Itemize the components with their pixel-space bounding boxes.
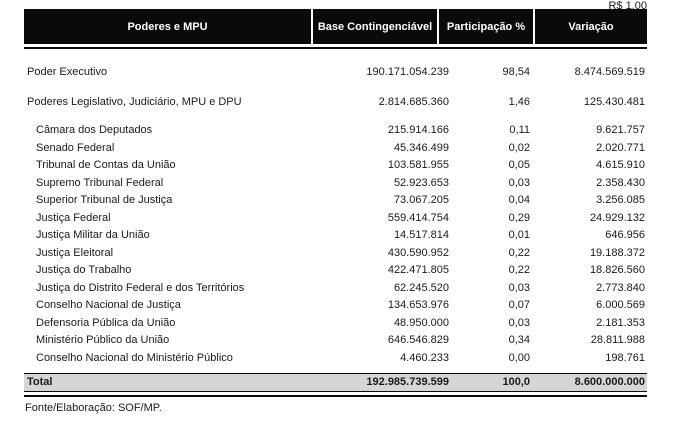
participation-value: 0,04 [508, 194, 530, 206]
participation-value: 0,03 [508, 176, 530, 189]
contingency-table: Poderes e MPU Base Contingenciável Parti… [24, 9, 647, 397]
row-label: Senado Federal [36, 141, 115, 154]
variation-value: 125.430.481 [583, 96, 645, 108]
row-label: Poder Executivo [27, 66, 108, 78]
participation-value: 0,11 [509, 124, 530, 136]
base-value: 215.914.166 [387, 124, 449, 136]
table-row: Supremo Tribunal Federal 52.923.653 0,03… [24, 175, 647, 193]
participation-value: 0,03 [508, 316, 530, 329]
source-note: Fonte/Elaboração: SOF/MP. [25, 402, 162, 414]
variation-value: 8.474.569.519 [574, 66, 645, 78]
variation-value: 198.761 [605, 351, 645, 364]
participation-value: 0,22 [508, 264, 530, 276]
row-label: Justiça do Distrito Federal e dos Territ… [36, 281, 245, 294]
table-row: Justiça Eleitoral 430.590.952 0,22 19.18… [24, 245, 647, 263]
base-value: 559.414.754 [387, 211, 449, 224]
row-label: Ministério Público da União [36, 334, 170, 346]
base-value: 4.460.233 [400, 351, 449, 364]
variation-value: 18.826.560 [589, 264, 645, 276]
table-header-row: Poderes e MPU Base Contingenciável Parti… [24, 9, 647, 44]
variation-value: 2.773.840 [596, 281, 645, 294]
variation-value: 646.956 [605, 229, 645, 241]
table-row: Tribunal de Contas da União 103.581.955 … [24, 157, 647, 175]
base-value: 103.581.955 [387, 159, 449, 171]
participation-value: 0,01 [508, 229, 530, 241]
table-row: Justiça Militar da União 14.517.814 0,01… [24, 227, 647, 245]
header-bottom-rule [24, 47, 647, 49]
row-label: Justiça Eleitoral [36, 246, 114, 259]
variation-value: 3.256.085 [596, 194, 645, 206]
base-value: 48.950.000 [393, 316, 449, 329]
variation-value: 24.929.132 [589, 211, 645, 224]
participation-value: 0,22 [508, 246, 530, 259]
table-row: Superior Tribunal de Justiça 73.067.205 … [24, 192, 647, 210]
row-label: Justiça Militar da União [36, 229, 150, 241]
base-value: 14.517.814 [393, 229, 449, 241]
base-value: 52.923.653 [393, 176, 449, 189]
base-value: 73.067.205 [393, 194, 449, 206]
row-label: Tribunal de Contas da União [36, 159, 176, 171]
row-label: Conselho Nacional do Ministério Público [36, 351, 233, 364]
participation-value: 0,05 [508, 159, 530, 171]
participation-value: 1,46 [508, 96, 530, 108]
table-row: Justiça do Distrito Federal e dos Territ… [24, 280, 647, 298]
base-value: 190.171.054.239 [366, 66, 449, 78]
base-value: 62.245.520 [393, 281, 449, 294]
row-label: Supremo Tribunal Federal [36, 176, 164, 189]
participation-value: 0,29 [508, 211, 530, 224]
table-row: Justiça Federal 559.414.754 0,29 24.929.… [24, 210, 647, 228]
total-row: Total 192.985.739.599 100,0 8.600.000.00… [24, 373, 647, 392]
table-row: Justiça do Trabalho 422.471.805 0,22 18.… [24, 262, 647, 280]
table-row: Câmara dos Deputados 215.914.166 0,11 9.… [24, 122, 647, 140]
row-label: Câmara dos Deputados [36, 124, 153, 136]
row-label: Justiça Federal [36, 211, 111, 224]
variation-value: 9.621.757 [596, 124, 645, 136]
variation-value: 28.811.988 [590, 334, 645, 346]
participation-value: 0,03 [508, 281, 530, 294]
column-header-base: Base Contingenciável [313, 9, 437, 44]
variation-value: 2.181.353 [596, 316, 645, 329]
row-label: Poderes Legislativo, Judiciário, MPU e D… [27, 96, 242, 108]
base-value: 2.814.685.360 [378, 96, 449, 108]
variation-value: 6.000.569 [596, 299, 645, 311]
total-participation-value: 100,0 [502, 376, 530, 388]
variation-value: 2.358.430 [596, 176, 645, 189]
participation-value: 0,00 [508, 351, 530, 364]
table-bottom-rule [24, 395, 647, 397]
table-row: Poderes Legislativo, Judiciário, MPU e D… [24, 93, 647, 112]
total-base-value: 192.985.739.599 [366, 376, 449, 388]
base-value: 45.346.499 [393, 141, 449, 154]
base-value: 134.653.976 [387, 299, 449, 311]
row-label: Superior Tribunal de Justiça [36, 194, 173, 206]
base-value: 422.471.805 [387, 264, 449, 276]
base-value: 646.546.829 [387, 334, 449, 346]
row-label: Justiça do Trabalho [36, 264, 132, 276]
table-row: Senado Federal 45.346.499 0,02 2.020.771 [24, 140, 647, 158]
variation-value: 2.020.771 [596, 141, 645, 154]
column-header-poderes: Poderes e MPU [24, 9, 311, 44]
table-row: Ministério Público da União 646.546.829 … [24, 332, 647, 350]
participation-value: 0,02 [508, 141, 530, 154]
participation-value: 0,34 [508, 334, 530, 346]
variation-value: 4.615.910 [596, 159, 645, 171]
total-variation-value: 8.600.000.000 [574, 376, 645, 388]
row-label: Conselho Nacional de Justiça [36, 299, 181, 311]
total-label: Total [27, 376, 53, 388]
base-value: 430.590.952 [387, 246, 449, 259]
participation-value: 0,07 [508, 299, 530, 311]
table-row: Poder Executivo 190.171.054.239 98,54 8.… [24, 63, 647, 82]
variation-value: 19.188.372 [589, 246, 645, 259]
row-label: Defensoria Pública da União [36, 316, 176, 329]
table-row: Conselho Nacional do Ministério Público … [24, 350, 647, 368]
column-header-participacao: Participação % [439, 9, 533, 44]
column-header-variacao: Variação [535, 9, 647, 44]
table-row: Defensoria Pública da União 48.950.000 0… [24, 315, 647, 333]
table-row: Conselho Nacional de Justiça 134.653.976… [24, 297, 647, 315]
participation-value: 98,54 [502, 66, 530, 78]
